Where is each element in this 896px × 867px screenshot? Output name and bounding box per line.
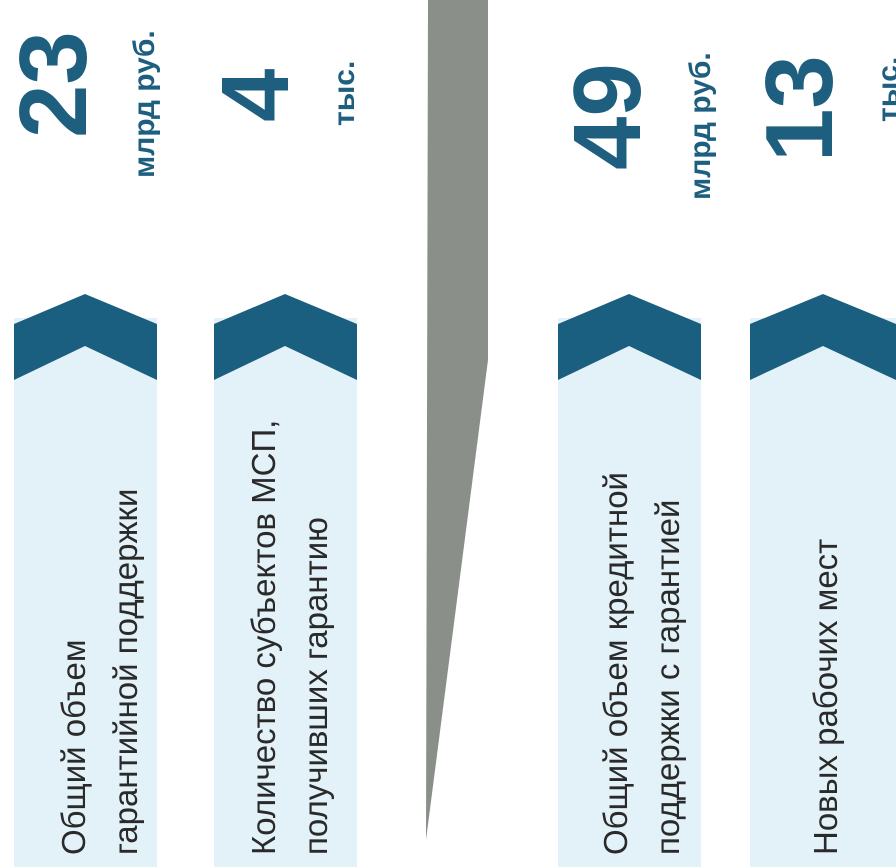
unit-sme-count: тыс. xyxy=(328,60,361,126)
value-credit-volume: 49 xyxy=(554,63,661,170)
chevron-up-icon xyxy=(558,294,701,380)
label-credit-volume: Общий объем кредитной поддержки с гарант… xyxy=(590,335,694,855)
chevron-up-icon xyxy=(14,294,157,380)
unit-new-jobs: тыс. xyxy=(872,56,896,122)
band-sme-count xyxy=(214,318,357,867)
band-guarantee-volume xyxy=(14,318,157,867)
chevron-up-icon xyxy=(750,294,896,380)
unit-credit-volume: млрд руб. xyxy=(684,52,717,200)
label-line: Новых рабочих мест xyxy=(807,538,844,855)
label-line: Количество субъектов МСП, xyxy=(245,419,282,855)
value-guarantee-volume: 23 xyxy=(0,31,107,138)
transition-arrow-icon xyxy=(426,0,488,840)
unit-guarantee-volume: млрд руб. xyxy=(128,30,161,178)
band-new-jobs xyxy=(750,318,896,867)
label-new-jobs: Новых рабочих мест xyxy=(800,335,852,855)
label-line: Общий объем xyxy=(55,639,92,855)
chevron-up-icon xyxy=(214,294,357,380)
label-line: получивших гарантию xyxy=(297,517,334,855)
label-line: поддержки с гарантией xyxy=(649,499,686,855)
label-sme-count: Количество субъектов МСП, получивших гар… xyxy=(238,335,342,855)
band-credit-volume xyxy=(558,318,701,867)
value-new-jobs: 13 xyxy=(746,55,853,162)
label-line: Общий объем кредитной xyxy=(597,472,634,855)
value-sme-count: 4 xyxy=(202,68,309,122)
label-guarantee-volume: Общий объем гарантийной поддержки xyxy=(48,335,152,855)
label-line: гарантийной поддержки xyxy=(107,488,144,855)
